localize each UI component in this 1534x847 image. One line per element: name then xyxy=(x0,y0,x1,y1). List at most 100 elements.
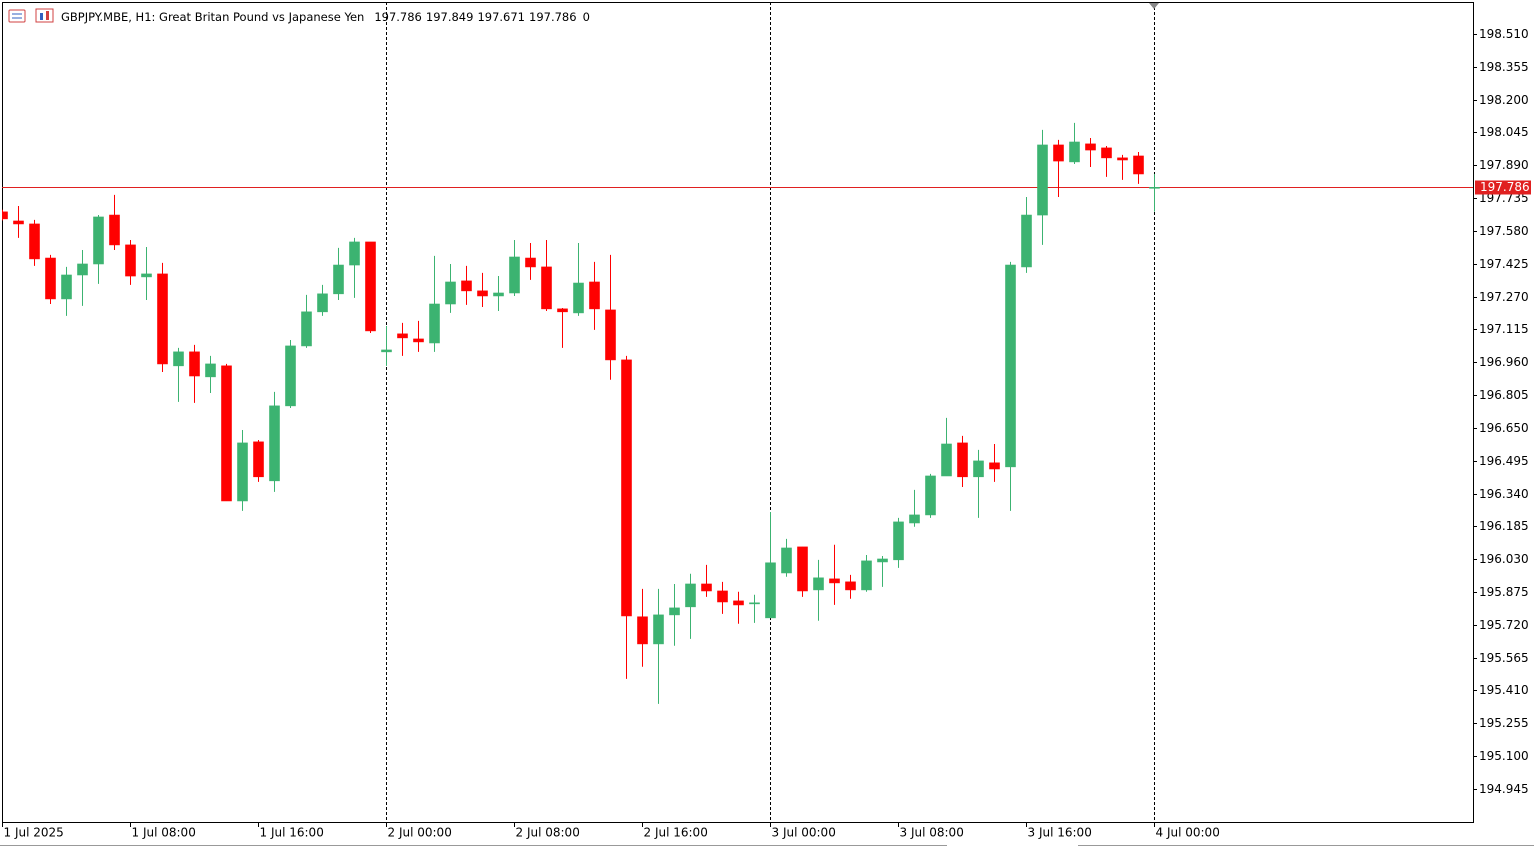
candle-body xyxy=(445,281,456,305)
candle-body xyxy=(317,293,328,313)
header-close: 197.786 xyxy=(529,10,577,24)
candle-body xyxy=(989,462,1000,470)
candle-body xyxy=(637,616,648,645)
y-tick-label: 198.200 xyxy=(1479,93,1529,107)
candle-body xyxy=(973,460,984,478)
candle-body xyxy=(573,282,584,314)
x-tick-label: 3 Jul 16:00 xyxy=(1028,826,1092,840)
x-tick-label: 2 Jul 16:00 xyxy=(644,826,708,840)
candle-body xyxy=(429,303,440,344)
candle-body xyxy=(813,577,824,591)
candle-body xyxy=(749,602,760,605)
candle-body xyxy=(877,558,888,563)
candle-body xyxy=(925,475,936,516)
symbol-title: GBPJPY.MBE, H1: Great Britan Pound vs Ja… xyxy=(61,10,364,24)
y-tick-label: 198.510 xyxy=(1479,27,1529,41)
x-tick-label: 2 Jul 08:00 xyxy=(516,826,580,840)
y-tick-label: 195.565 xyxy=(1479,651,1529,665)
candle-body xyxy=(541,266,552,310)
y-tick-label: 197.270 xyxy=(1479,290,1529,304)
chart-icon[interactable] xyxy=(35,8,54,23)
candle-body xyxy=(253,441,264,478)
y-tick-label: 196.340 xyxy=(1479,487,1529,501)
y-tick-label: 198.355 xyxy=(1479,60,1529,74)
candle-body xyxy=(669,607,680,616)
candle-body xyxy=(237,442,248,502)
candle-body xyxy=(365,241,376,332)
y-tick-label: 197.115 xyxy=(1479,322,1529,336)
x-tick-label: 1 Jul 08:00 xyxy=(132,826,196,840)
candle-body xyxy=(173,351,184,367)
candle-body xyxy=(77,263,88,276)
candle-body xyxy=(141,273,152,278)
candle-body xyxy=(733,600,744,606)
y-tick-label: 195.255 xyxy=(1479,716,1529,730)
candle-body xyxy=(509,256,520,294)
candle-body xyxy=(301,311,312,347)
y-tick-label: 195.410 xyxy=(1479,683,1529,697)
candle-body xyxy=(2,211,8,220)
candle-body xyxy=(381,349,392,353)
candle-body xyxy=(829,578,840,584)
candle-body xyxy=(621,359,632,617)
plot-frame xyxy=(2,2,1474,823)
header: GBPJPY.MBE, H1: Great Britan Pound vs Ja… xyxy=(61,10,590,24)
menu-icon[interactable] xyxy=(8,9,26,23)
shift-marker[interactable] xyxy=(1149,3,1159,9)
price-label: 197.786 xyxy=(1480,180,1530,194)
candle-body xyxy=(1117,157,1128,161)
axes: 198.510 198.355 198.200 198.045 197.890 197.7… xyxy=(2,27,1531,840)
header-volume: 0 xyxy=(583,10,590,24)
candle-body xyxy=(781,547,792,574)
candle-body xyxy=(957,442,968,478)
candle-body xyxy=(269,405,280,482)
candle-body xyxy=(845,581,856,591)
y-tick-label: 196.650 xyxy=(1479,421,1529,435)
y-tick-label: 197.890 xyxy=(1479,158,1529,172)
header-low: 197.671 xyxy=(477,10,525,24)
header-icons[interactable] xyxy=(8,8,54,23)
icon-bar xyxy=(46,11,49,20)
candle-body xyxy=(765,562,776,619)
candle-body xyxy=(653,614,664,645)
candle-body xyxy=(349,241,360,266)
candle-body xyxy=(29,223,40,260)
candle-body xyxy=(605,309,616,361)
grid xyxy=(2,2,1473,822)
candle-body xyxy=(205,363,216,378)
y-tick-label: 194.945 xyxy=(1479,782,1529,796)
header-open: 197.786 xyxy=(374,10,422,24)
candle-body xyxy=(861,560,872,591)
candle-body xyxy=(941,443,952,477)
candle-body xyxy=(461,280,472,292)
y-tick-label: 196.960 xyxy=(1479,355,1529,369)
candle-body xyxy=(1133,155,1144,175)
candle-body xyxy=(45,257,56,300)
y-tick-label: 197.580 xyxy=(1479,224,1529,238)
candle-body xyxy=(413,338,424,343)
candle-body xyxy=(285,345,296,407)
candle-body xyxy=(93,216,104,265)
x-tick-label: 1 Jul 2025 xyxy=(4,826,64,840)
x-tick-label: 1 Jul 16:00 xyxy=(260,826,324,840)
candle-body xyxy=(493,292,504,297)
candle-body xyxy=(1149,187,1160,189)
candle-body xyxy=(61,274,72,300)
candles xyxy=(2,122,1160,704)
candle-body xyxy=(157,273,168,365)
x-tick-label: 3 Jul 08:00 xyxy=(900,826,964,840)
candle-body xyxy=(1085,143,1096,151)
candle-body xyxy=(1101,147,1112,159)
y-tick-label: 196.495 xyxy=(1479,454,1529,468)
candle-body xyxy=(109,214,120,246)
candle-body xyxy=(893,521,904,561)
y-tick-label: 196.805 xyxy=(1479,388,1529,402)
y-tick-label: 196.185 xyxy=(1479,519,1529,533)
candle-body xyxy=(1053,144,1064,162)
candle-body xyxy=(1037,144,1048,216)
candle-body xyxy=(525,257,536,268)
candle-body xyxy=(397,333,408,339)
candle-body xyxy=(1005,264,1016,468)
